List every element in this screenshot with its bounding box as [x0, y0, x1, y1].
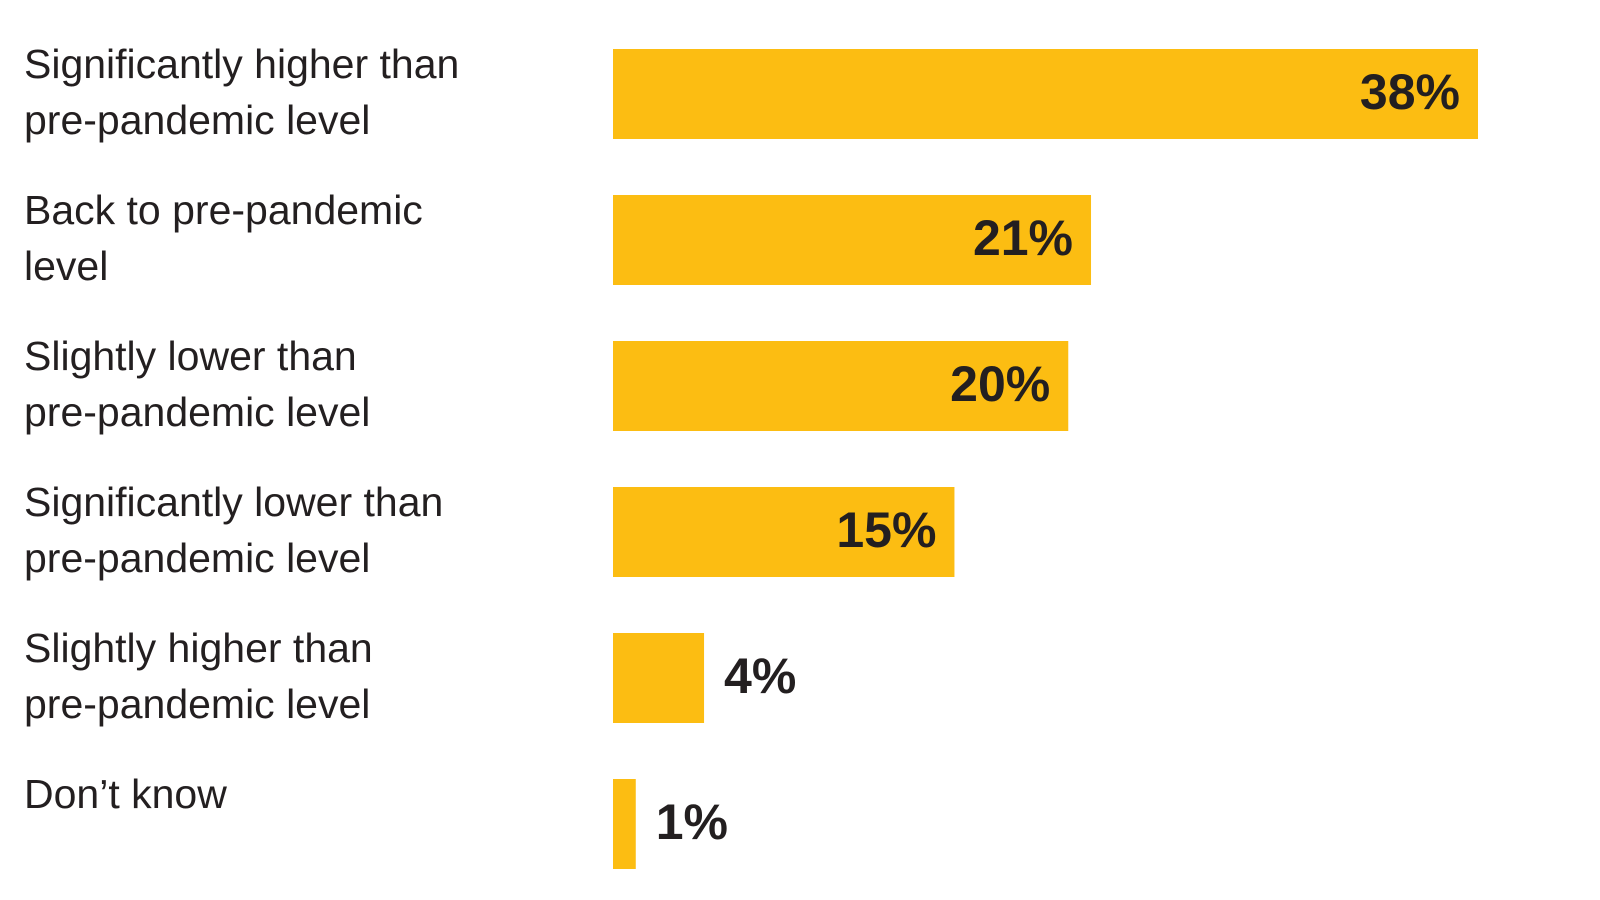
- bar: [613, 487, 955, 577]
- value-label: 1%: [656, 794, 728, 850]
- category-label: pre-pandemic level: [24, 535, 370, 581]
- bar: [613, 49, 1478, 139]
- category-label: Slightly higher than: [24, 625, 373, 671]
- value-label: 20%: [950, 356, 1050, 412]
- category-label: Slightly lower than: [24, 333, 357, 379]
- value-label: 21%: [973, 210, 1073, 266]
- bar: [613, 195, 1092, 285]
- category-label: pre-pandemic level: [24, 681, 370, 727]
- category-label: level: [24, 243, 108, 289]
- value-label: 15%: [836, 502, 936, 558]
- category-label: pre-pandemic level: [24, 97, 370, 143]
- bar: [613, 341, 1069, 431]
- bar: [613, 633, 705, 723]
- bar: [613, 779, 636, 869]
- category-label: Don’t know: [24, 771, 227, 817]
- value-label: 38%: [1360, 64, 1460, 120]
- category-label: Significantly higher than: [24, 41, 459, 87]
- value-label: 4%: [724, 648, 796, 704]
- category-label: Back to pre-pandemic: [24, 187, 423, 233]
- category-label: pre-pandemic level: [24, 389, 370, 435]
- category-label: Significantly lower than: [24, 479, 443, 525]
